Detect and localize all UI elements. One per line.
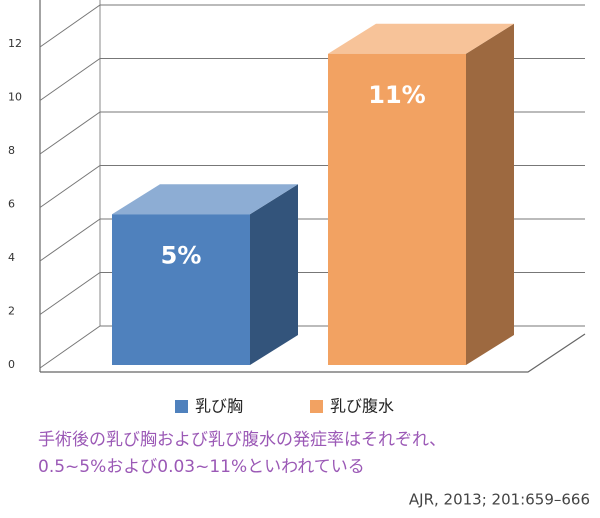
legend-label: 乳び腹水 — [330, 397, 394, 416]
y-tick-label: 6 — [8, 198, 15, 211]
bar-top — [328, 23, 514, 54]
bar — [112, 214, 250, 365]
legend-swatch — [175, 400, 188, 413]
caption-line: 手術後の乳び胸および乳び腹水の発症率はそれぞれ、 — [38, 430, 446, 450]
y-tick-label: 0 — [8, 358, 15, 371]
y-tick-label: 8 — [8, 144, 15, 157]
legend-label: 乳び胸 — [195, 397, 243, 416]
bar-side — [466, 23, 514, 365]
data-label: 11% — [368, 81, 425, 109]
legend-swatch — [310, 400, 323, 413]
bar — [328, 53, 466, 365]
caption-line: 0.5~5%および0.03~11%といわれている — [38, 457, 365, 477]
y-tick-label: 4 — [8, 251, 15, 264]
y-tick-label: 10 — [8, 91, 22, 104]
data-label: 5% — [161, 241, 202, 269]
bar-top — [112, 184, 298, 215]
bar-side — [250, 184, 298, 365]
source: AJR, 2013; 201:659–666 — [409, 491, 590, 509]
floor — [40, 333, 586, 373]
y-tick-label: 12 — [8, 37, 22, 50]
y-tick-label: 2 — [8, 305, 15, 318]
grid-line — [39, 4, 585, 48]
